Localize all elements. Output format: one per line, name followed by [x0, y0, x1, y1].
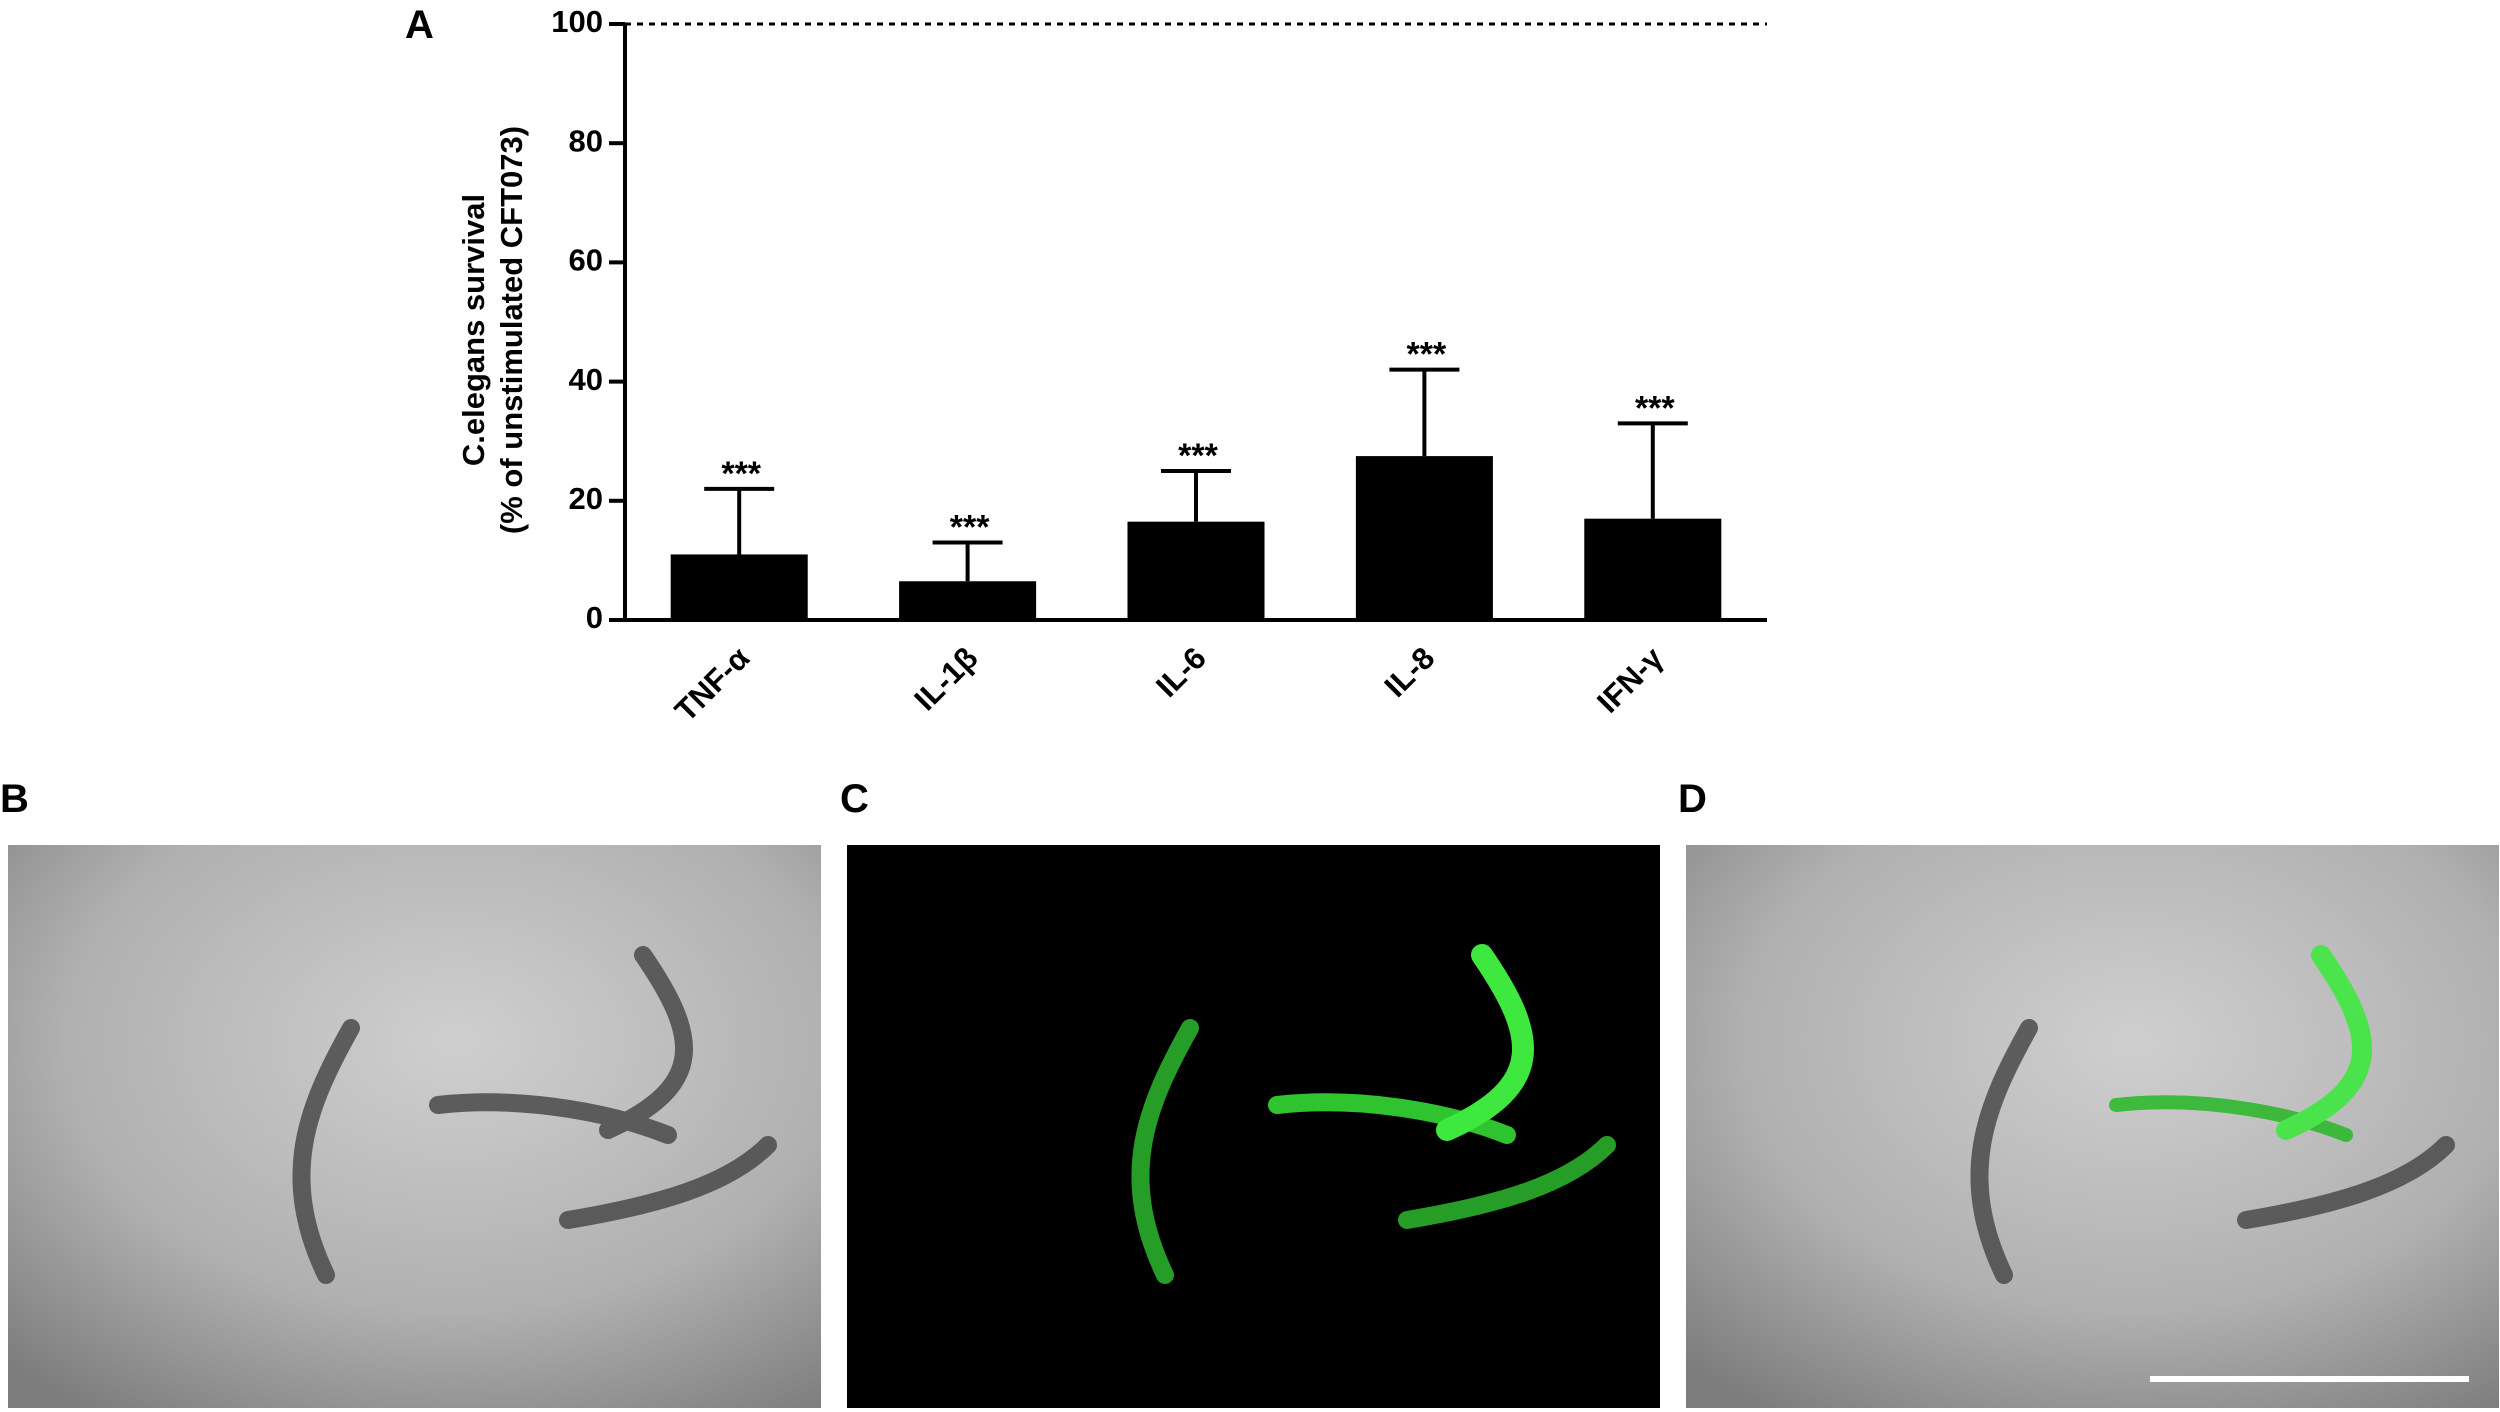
panel-label: B	[0, 777, 29, 821]
error-bar	[1617, 421, 1688, 519]
error-bar	[1161, 469, 1231, 522]
bar	[1127, 521, 1265, 620]
error-bar	[704, 486, 775, 555]
image-panel-b	[8, 845, 821, 1408]
significance-label: ***	[1178, 437, 1218, 475]
significance-label: ***	[721, 455, 761, 493]
error-bar	[932, 540, 1003, 582]
panel-label: C	[840, 777, 869, 821]
y-axis-title-line: C.elegans survival	[456, 194, 491, 466]
y-tick-label: 60	[569, 243, 603, 278]
significance-label: ***	[950, 509, 990, 547]
image-panel-c	[847, 845, 1660, 1408]
bar	[1355, 456, 1493, 620]
bar	[670, 554, 808, 620]
y-tick-label: 80	[569, 123, 603, 158]
significance-label: ***	[1407, 336, 1447, 374]
bar	[899, 581, 1037, 620]
x-tick-label: IL-6	[1149, 640, 1213, 704]
error-bar	[1389, 367, 1460, 457]
x-tick-label: IL-1β	[907, 640, 984, 717]
scale-bar	[2150, 1376, 2469, 1382]
x-tick-label: TNF-α	[668, 640, 756, 728]
panel-label: D	[1678, 777, 1707, 821]
y-tick-label: 40	[569, 362, 603, 397]
y-axis-title: C.elegans survival (% of unstimulated CF…	[456, 126, 529, 534]
bar	[1584, 518, 1722, 620]
x-tick-label: IL-8	[1378, 640, 1442, 704]
y-tick-label: 0	[586, 600, 603, 635]
y-axis-title-line: (% of unstimulated CFT073)	[494, 126, 529, 534]
y-tick-label: 100	[551, 4, 603, 39]
significance-label: ***	[1635, 389, 1675, 427]
x-tick-label: IFN-γ	[1590, 640, 1670, 720]
panel-label: A	[405, 3, 434, 47]
y-tick-label: 20	[569, 481, 603, 516]
image-panel-d	[1686, 845, 2499, 1408]
